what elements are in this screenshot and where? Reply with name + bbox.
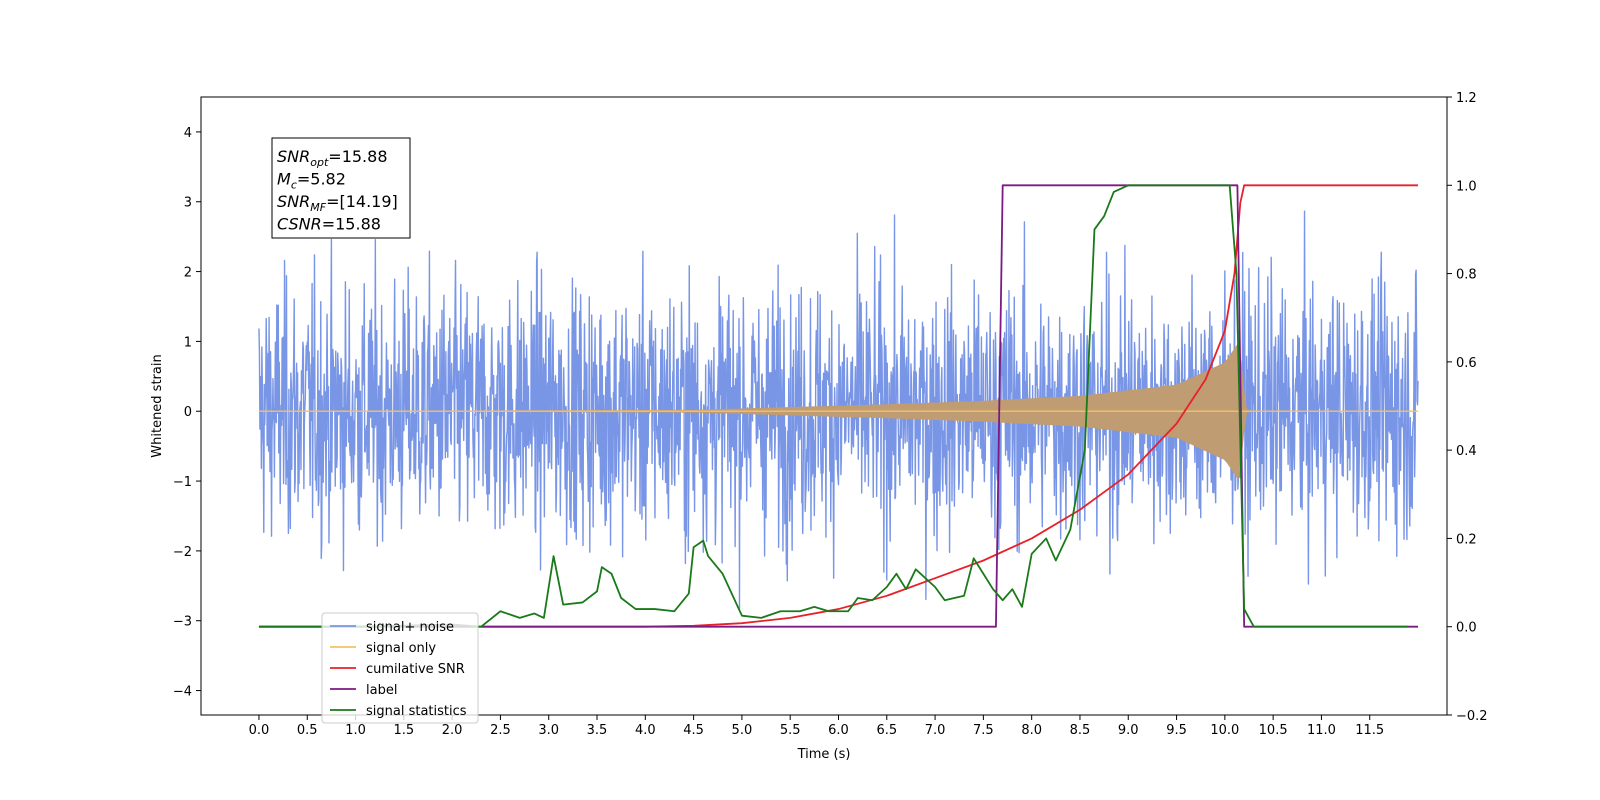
x-tick-label: 8.5 [1070, 723, 1091, 738]
y-tick-label: −3 [173, 615, 192, 630]
line [258, 184, 1419, 628]
x-axis-label: Time (s) [797, 747, 851, 762]
x-tick-label: 0.5 [297, 723, 318, 738]
x-tick-label: 2.0 [442, 723, 463, 738]
annotation-line: SNRMF=[14.19] [277, 192, 398, 214]
x-tick-label: 9.0 [1118, 723, 1139, 738]
y-tick-label: −2 [173, 545, 192, 560]
x-tick-label: 3.5 [587, 723, 608, 738]
series-layer [258, 184, 1419, 628]
y-tick-label: 3 [184, 196, 192, 211]
y-tick-label: 4 [184, 126, 192, 141]
x-tick-label: 1.0 [345, 723, 366, 738]
y2-tick-label: 0.8 [1456, 268, 1477, 283]
y2-tick-label: −0.2 [1456, 709, 1488, 724]
x-tick-label: 11.5 [1355, 723, 1384, 738]
series-cumilative-snr [258, 184, 1419, 628]
annotation-box: SNRopt=15.88Mc=5.82SNRMF=[14.19]CSNR=15.… [271, 137, 411, 239]
x-tick-label: 2.5 [490, 723, 511, 738]
y2-tick-label: 0.4 [1456, 444, 1477, 459]
x-tick-label: 7.0 [925, 723, 946, 738]
annotation-line: SNRopt=15.88 [277, 147, 388, 169]
y-tick-label: 0 [184, 405, 192, 420]
legend: signal+ noise signal only cumilative SNR la… [321, 612, 479, 724]
annotation-line: CSNR=15.88 [277, 215, 381, 234]
y-tick-label: 1 [184, 335, 192, 350]
legend-frame [321, 612, 479, 724]
legend-entry: cumilative SNR [366, 662, 465, 677]
x-tick-label: 8.0 [1021, 723, 1042, 738]
legend-entry: label [366, 683, 397, 698]
x-tick-label: 3.0 [538, 723, 559, 738]
x-tick-label: 4.0 [635, 723, 656, 738]
x-tick-label: 6.0 [828, 723, 849, 738]
y-tick-label: 2 [184, 266, 192, 281]
x-tick-label: 1.5 [393, 723, 414, 738]
x-tick-label: 4.5 [683, 723, 704, 738]
x-tick-label: 5.5 [780, 723, 801, 738]
legend-entry: signal+ noise [366, 620, 454, 635]
x-tick-label: 9.5 [1166, 723, 1187, 738]
line [258, 184, 1409, 628]
x-tick-label: 7.5 [973, 723, 994, 738]
series-signal-only [258, 342, 1419, 480]
y-tick-label: −1 [173, 475, 192, 490]
y2-tick-label: 1.0 [1456, 179, 1477, 194]
x-tick-label: 10.0 [1210, 723, 1239, 738]
x-tick-label: 0.0 [249, 723, 270, 738]
annotation-line: Mc=5.82 [277, 170, 346, 192]
x-tick-label: 6.5 [876, 723, 897, 738]
y2-tick-label: 0.0 [1456, 621, 1477, 636]
series-signal-statistics [258, 184, 1409, 628]
legend-entry: signal statistics [366, 704, 467, 719]
plot-frame [200, 96, 1448, 716]
axes-layer: 0.0 0.5 1.0 1.5 2.0 2.5 3.0 3.5 4.0 4.5 5.0 5.5 6.0 6… [150, 91, 1488, 762]
annotation-frame [271, 137, 411, 239]
legend-entry: signal only [366, 641, 436, 656]
y-axis-label: Whitened strain [150, 354, 165, 457]
y2-tick-label: 0.6 [1456, 356, 1477, 371]
x-tick-label: 5.0 [732, 723, 753, 738]
x-tick-label: 11.0 [1307, 723, 1336, 738]
y2-tick-label: 1.2 [1456, 91, 1477, 106]
x-tick-label: 10.5 [1259, 723, 1288, 738]
y2-tick-label: 0.2 [1456, 532, 1477, 547]
y-tick-label: −4 [173, 685, 192, 700]
noise-line [258, 210, 1419, 610]
series-signal-noise [258, 210, 1419, 610]
